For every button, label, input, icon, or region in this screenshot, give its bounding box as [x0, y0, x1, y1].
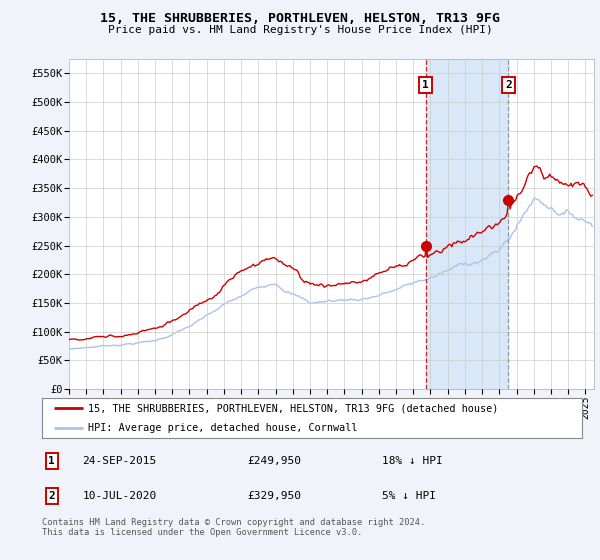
Text: 24-SEP-2015: 24-SEP-2015	[83, 456, 157, 466]
Text: Price paid vs. HM Land Registry's House Price Index (HPI): Price paid vs. HM Land Registry's House …	[107, 25, 493, 35]
Text: Contains HM Land Registry data © Crown copyright and database right 2024.
This d: Contains HM Land Registry data © Crown c…	[42, 518, 425, 538]
Text: HPI: Average price, detached house, Cornwall: HPI: Average price, detached house, Corn…	[88, 423, 358, 433]
Bar	[426, 59, 508, 389]
Text: 1: 1	[422, 80, 429, 90]
Text: 5% ↓ HPI: 5% ↓ HPI	[382, 491, 436, 501]
Text: 2: 2	[505, 80, 512, 90]
Text: 18% ↓ HPI: 18% ↓ HPI	[382, 456, 443, 466]
Text: £329,950: £329,950	[247, 491, 301, 501]
Text: 1: 1	[49, 456, 55, 466]
Text: 10-JUL-2020: 10-JUL-2020	[83, 491, 157, 501]
Text: 15, THE SHRUBBERIES, PORTHLEVEN, HELSTON, TR13 9FG: 15, THE SHRUBBERIES, PORTHLEVEN, HELSTON…	[100, 12, 500, 25]
Text: 2: 2	[49, 491, 55, 501]
Text: 15, THE SHRUBBERIES, PORTHLEVEN, HELSTON, TR13 9FG (detached house): 15, THE SHRUBBERIES, PORTHLEVEN, HELSTON…	[88, 404, 498, 413]
Text: £249,950: £249,950	[247, 456, 301, 466]
